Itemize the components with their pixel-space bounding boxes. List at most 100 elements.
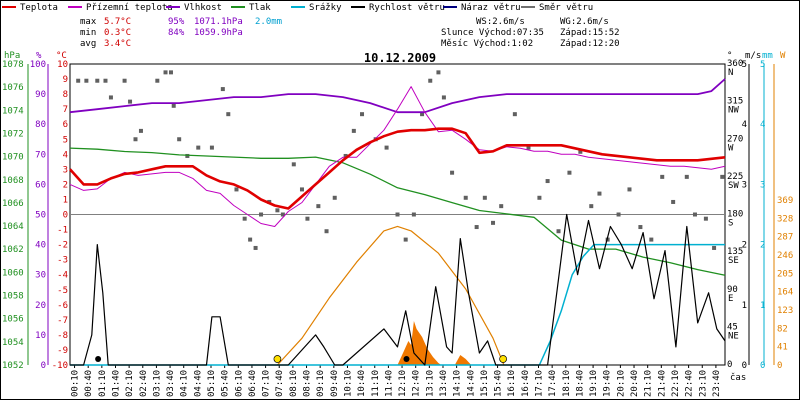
x-tick-label: 19:10 xyxy=(589,370,599,397)
wind-direction-point xyxy=(76,78,81,83)
hpa-axis-title: hPa xyxy=(4,51,20,61)
stat-temp: 3.4°C xyxy=(104,39,131,49)
wind-direction-point xyxy=(597,191,602,196)
ms-axis-title: m/s xyxy=(745,51,761,61)
pct-tick-label: 20 xyxy=(35,301,46,311)
wind-direction-point xyxy=(343,153,348,158)
ground-temperature-line xyxy=(69,86,726,227)
sunrise-marker xyxy=(273,355,282,363)
wind-direction-point xyxy=(155,78,160,83)
solar-radiation-line xyxy=(276,225,505,366)
hpa-tick-label: 1062 xyxy=(2,245,24,255)
x-tick-label: 11:40 xyxy=(384,370,394,397)
wind-direction-point xyxy=(360,112,365,117)
x-tick-label: 15:10 xyxy=(480,370,490,397)
mm-tick-label: 1 xyxy=(760,301,765,311)
wind-direction-point xyxy=(712,245,717,250)
c-tick-label: 7 xyxy=(63,105,68,115)
x-tick-label: 02:40 xyxy=(139,370,149,397)
hpa-tick-label: 1074 xyxy=(2,106,24,116)
wind-direction-point xyxy=(649,237,654,242)
mm-tick-label: 4 xyxy=(760,120,765,130)
ms-tick-label: 4 xyxy=(742,120,747,130)
c-tick-label: 10 xyxy=(57,60,68,70)
wind-direction-point xyxy=(512,112,517,117)
x-tick-label: 07:40 xyxy=(275,370,285,397)
deg-tick-label: 180 xyxy=(727,210,743,220)
legend-label: Náraz větru xyxy=(461,3,521,13)
x-tick-label: 01:40 xyxy=(111,370,121,397)
x-tick-label: 10:10 xyxy=(343,370,353,397)
wind-direction-point xyxy=(499,204,504,209)
sunset-marker xyxy=(499,355,507,363)
stat-label: max xyxy=(80,17,97,27)
x-tick-label: 21:40 xyxy=(657,370,667,397)
wind-direction-point xyxy=(589,204,594,209)
wind-direction-point xyxy=(403,237,408,242)
x-tick-label: 22:10 xyxy=(671,370,681,397)
wind-direction-point xyxy=(108,95,113,100)
pct-tick-label: 90 xyxy=(35,90,46,100)
stat-label: avg xyxy=(80,39,96,49)
wind-direction-point xyxy=(248,237,253,242)
x-tick-label: 07:10 xyxy=(262,370,272,397)
c-tick-label: -3 xyxy=(57,256,68,266)
pct-tick-label: 30 xyxy=(35,271,46,281)
rain-line xyxy=(70,243,725,366)
wind-direction-point xyxy=(316,204,321,209)
stat-ws: WS:2.6m/s xyxy=(476,17,525,27)
wind-direction-point xyxy=(280,212,285,217)
deg-tick-label: 135 xyxy=(727,247,743,257)
x-tick-label: 10:40 xyxy=(357,370,367,397)
wind-direction-point xyxy=(627,187,632,192)
legend-label: Srážky xyxy=(309,3,342,13)
dir-tick-label: S xyxy=(728,219,733,229)
dir-tick-label: N xyxy=(728,68,733,78)
legend-label: Tlak xyxy=(249,3,271,13)
x-tick-label: 04:40 xyxy=(193,370,203,397)
wind-direction-point xyxy=(259,212,264,217)
wind-direction-point xyxy=(299,187,304,192)
c-tick-label: -4 xyxy=(57,271,68,281)
deg-tick-label: 0 xyxy=(727,360,732,370)
c-tick-label: -2 xyxy=(57,241,68,251)
stat-pressure: 1071.1hPa xyxy=(194,17,243,27)
wind-direction-point xyxy=(84,78,89,83)
hpa-tick-label: 1058 xyxy=(2,292,24,302)
wind-direction-point xyxy=(474,225,479,230)
stat-temp: 0.3°C xyxy=(104,28,131,38)
pct-tick-label: 0 xyxy=(41,361,46,371)
w-tick-label: 164 xyxy=(777,288,793,298)
w-tick-label: 41 xyxy=(777,343,788,353)
wind-direction-point xyxy=(384,145,389,150)
c-axis-title: °C xyxy=(56,51,67,61)
x-tick-label: 01:10 xyxy=(98,370,108,397)
c-tick-label: -5 xyxy=(57,286,68,296)
wind-direction-point xyxy=(185,153,190,158)
stat-wg: WG:2.6m/s xyxy=(560,17,609,27)
deg-tick-label: 315 xyxy=(727,97,743,107)
stat-rain: 2.0mm xyxy=(255,17,282,27)
x-tick-label: 12:40 xyxy=(412,370,422,397)
x-tick-label: 23:10 xyxy=(698,370,708,397)
wind-direction-point xyxy=(291,162,296,167)
x-tick-label: 20:40 xyxy=(630,370,640,397)
wind-direction-point xyxy=(324,229,329,234)
x-tick-label: 14:40 xyxy=(466,370,476,397)
wind-direction-point xyxy=(253,245,258,250)
x-tick-label: 00:40 xyxy=(84,370,94,397)
x-tick-label: 16:40 xyxy=(521,370,531,397)
legend-label: Vlhkost xyxy=(184,3,222,13)
c-tick-label: 9 xyxy=(63,75,68,85)
x-tick-label: 02:10 xyxy=(125,370,135,397)
moon-set: Západ:12:20 xyxy=(560,39,620,49)
dir-tick-label: SE xyxy=(728,256,739,266)
mm-tick-label: 3 xyxy=(760,180,765,190)
x-tick-label: 08:10 xyxy=(289,370,299,397)
mm-tick-label: 2 xyxy=(760,241,765,251)
pct-tick-label: 50 xyxy=(35,211,46,221)
wind-direction-point xyxy=(638,225,643,230)
x-tick-label: 18:40 xyxy=(575,370,585,397)
x-tick-label: 04:10 xyxy=(180,370,190,397)
